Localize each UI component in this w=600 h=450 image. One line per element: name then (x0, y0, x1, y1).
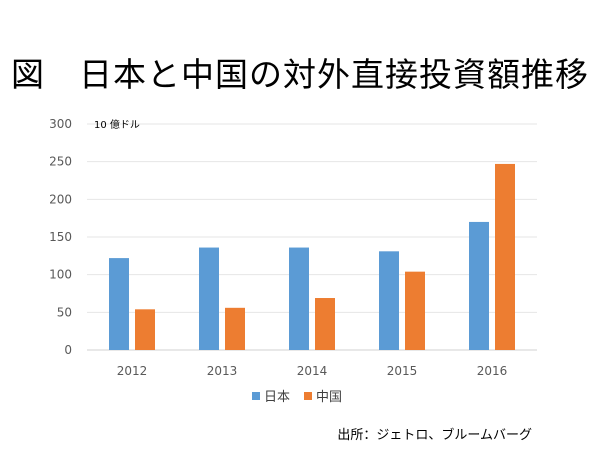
y-tick-label: 250 (49, 155, 72, 169)
bar-日本-2016 (469, 221, 489, 350)
x-tick-label: 2014 (297, 364, 328, 378)
y-tick-label: 100 (49, 268, 72, 282)
bar-中国-2014 (315, 298, 335, 350)
y-tick-label: 300 (49, 117, 72, 131)
bar-日本-2013 (199, 247, 219, 350)
x-tick-label: 2013 (207, 364, 238, 378)
chart-title: 図 日本と中国の対外直接投資額推移 (11, 55, 589, 94)
bar-中国-2016 (495, 163, 515, 350)
legend-label: 日本 (264, 390, 290, 405)
y-axis-unit: 10 億ドル (94, 118, 140, 131)
bar-中国-2012 (135, 309, 155, 350)
legend-swatch (304, 392, 312, 400)
x-tick-label: 2015 (387, 364, 418, 378)
bar-日本-2014 (289, 247, 309, 350)
source-note: 出所：ジェトロ、ブルームバーグ (337, 428, 532, 443)
y-tick-label: 50 (57, 305, 72, 319)
legend-label: 中国 (316, 390, 342, 405)
bar-中国-2013 (225, 307, 245, 350)
x-tick-label: 2012 (117, 364, 148, 378)
bar-中国-2015 (405, 271, 425, 350)
bar-日本-2015 (379, 251, 399, 350)
y-tick-label: 150 (49, 230, 72, 244)
y-tick-label: 0 (64, 343, 72, 357)
y-tick-label: 200 (49, 192, 72, 206)
bar-日本-2012 (109, 258, 129, 350)
legend-swatch (252, 392, 260, 400)
x-tick-label: 2016 (477, 364, 508, 378)
